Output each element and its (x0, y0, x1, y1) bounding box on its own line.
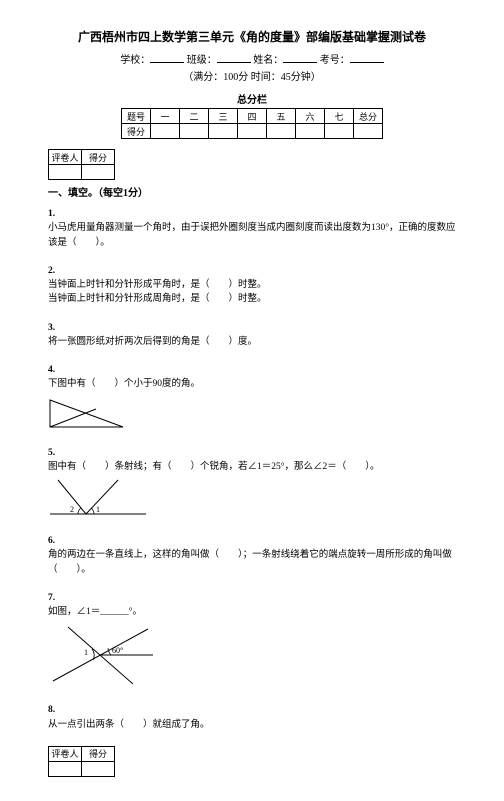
question-2: 2. 当钟面上时针和分针形成平角时，是（ ）时整。 当钟面上时针和分针形成周角时… (48, 264, 456, 307)
q8-num: 8. (48, 703, 456, 717)
q6-num: 6. (48, 534, 456, 548)
question-5: 5. 图中有（ ）条射线；有（ ）个锐角，若∠1＝25°，那么∠2＝（ ）。 2… (48, 446, 456, 521)
q7-text: 如图，∠1＝______°。 (48, 605, 456, 619)
question-7: 7. 如图，∠1＝______°。 60° 1 (48, 591, 456, 690)
cell-2: 二 (180, 109, 209, 124)
q6-text: 角的两边在一条直线上，这样的角叫做（ ）；一条射线绕着它的端点旋转一周所形成的角… (48, 548, 456, 577)
name-blank (283, 52, 317, 63)
cell-6: 六 (296, 109, 325, 124)
marker-a: 评卷人 (49, 150, 82, 165)
cell-1: 一 (151, 109, 180, 124)
name-label: 姓名： (253, 55, 283, 66)
question-1: 1. 小马虎用量角器测量一个角时，由于误把外圈刻度当成内圈刻度而读出度数为130… (48, 207, 456, 250)
q5-text: 图中有（ ）条射线；有（ ）个锐角，若∠1＝25°，那么∠2＝（ ）。 (48, 460, 456, 474)
q1-num: 1. (48, 207, 456, 221)
q4-num: 4. (48, 363, 456, 377)
q3-num: 3. (48, 321, 456, 335)
marker-table-top: 评卷人得分 (48, 149, 115, 180)
score-table: 题号 一 二 三 四 五 六 七 总分 得分 (121, 108, 383, 139)
meta-line-1: 学校： 班级： 姓名： 考号： (48, 51, 456, 66)
marker-table-bottom: 评卷人得分 (48, 746, 115, 777)
meta-limits: （满分：100分 时间：45分钟） (48, 68, 456, 83)
q7-angle-label: 60° (112, 646, 123, 655)
q7-figure: 60° 1 (48, 619, 158, 689)
cell-total: 总分 (354, 109, 383, 124)
marker-b: 得分 (82, 150, 115, 165)
id-blank (350, 52, 384, 63)
q4-text: 下图中有（ ）个小于90度的角。 (48, 377, 456, 391)
q2-line2: 当钟面上时针和分针形成周角时，是（ ）时整。 (48, 292, 456, 306)
cell-3: 三 (209, 109, 238, 124)
question-3: 3. 将一张圆形纸对折两次后得到的角是（ ）度。 (48, 321, 456, 350)
question-8: 8. 从一点引出两条（ ）就组成了角。 (48, 703, 456, 732)
cell-5: 五 (267, 109, 296, 124)
school-label: 学校： (120, 55, 150, 66)
exam-title: 广西梧州市四上数学第三单元《角的度量》部编版基础掌握测试卷 (48, 28, 456, 45)
score-header-row: 题号 一 二 三 四 五 六 七 总分 (122, 109, 383, 124)
q3-text: 将一张圆形纸对折两次后得到的角是（ ）度。 (48, 335, 456, 349)
question-4: 4. 下图中有（ ）个小于90度的角。 (48, 363, 456, 432)
q4-figure (48, 392, 128, 432)
q5-label-1: 1 (96, 505, 100, 514)
q5-num: 5. (48, 446, 456, 460)
q8-text: 从一点引出两条（ ）就组成了角。 (48, 718, 456, 732)
class-blank (217, 52, 251, 63)
q5-label-2: 2 (70, 505, 74, 514)
cell-7: 七 (325, 109, 354, 124)
marker-a-2: 评卷人 (49, 746, 82, 761)
class-label: 班级： (187, 55, 217, 66)
cell-defen: 得分 (122, 124, 151, 139)
q7-num: 7. (48, 591, 456, 605)
q2-num: 2. (48, 264, 456, 278)
q7-label-1: 1 (84, 648, 88, 657)
question-6: 6. 角的两边在一条直线上，这样的角叫做（ ）；一条射线绕着它的端点旋转一周所形… (48, 534, 456, 577)
cell-tihao: 题号 (122, 109, 151, 124)
q5-figure: 2 1 (48, 474, 148, 520)
score-caption: 总分栏 (48, 91, 456, 106)
score-value-row: 得分 (122, 124, 383, 139)
section-1-heading: 一、填空。（每空1分） (48, 184, 456, 199)
cell-4: 四 (238, 109, 267, 124)
id-label: 考号： (320, 55, 350, 66)
school-blank (150, 52, 184, 63)
q2-line1: 当钟面上时针和分针形成平角时，是（ ）时整。 (48, 278, 456, 292)
q1-text: 小马虎用量角器测量一个角时，由于误把外圈刻度当成内圈刻度而读出度数为130°，正… (48, 223, 456, 247)
marker-b-2: 得分 (82, 746, 115, 761)
